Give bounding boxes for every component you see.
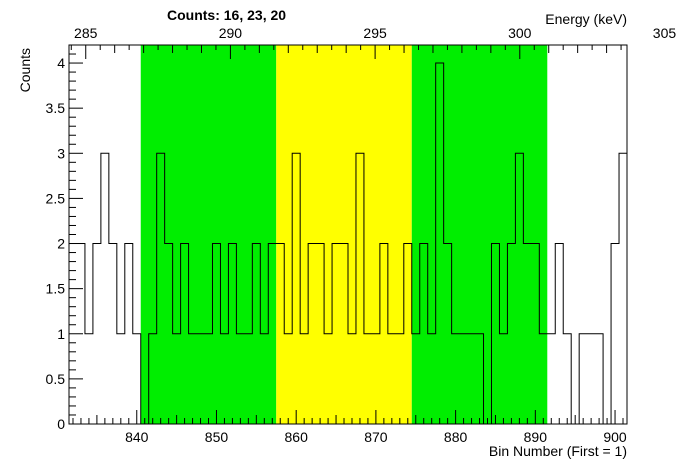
histogram-line bbox=[68, 62, 628, 425]
x-tick-label: 880 bbox=[444, 429, 468, 445]
y-tick-label: 3.5 bbox=[46, 100, 66, 116]
counts-title: Counts: 16, 23, 20 bbox=[167, 7, 286, 23]
highlight-regions bbox=[140, 45, 548, 424]
energy-tick-label: 295 bbox=[363, 25, 387, 41]
y-tick-label: 3 bbox=[57, 145, 65, 161]
y-tick-label: 4 bbox=[57, 55, 65, 71]
energy-tick-label: 305 bbox=[653, 25, 677, 41]
y-tick-label: 0 bbox=[57, 416, 65, 432]
energy-tick-label: 290 bbox=[219, 25, 243, 41]
energy-tick-label: 285 bbox=[74, 25, 98, 41]
axis-ticks bbox=[69, 44, 624, 425]
axis-labels: 840 850 860 870 880 890 900 0 0.5 1 1.5 2 2.5 3 3.5 4 28… bbox=[46, 25, 677, 445]
y-tick-label: 1 bbox=[57, 326, 65, 342]
x-tick-label: 840 bbox=[125, 429, 149, 445]
x-tick-label: 890 bbox=[524, 429, 548, 445]
x-tick-label: 870 bbox=[364, 429, 388, 445]
x-tick-label: 900 bbox=[603, 429, 627, 445]
energy-tick-label: 300 bbox=[508, 25, 532, 41]
y-axis-title: Counts bbox=[17, 48, 33, 92]
region-peak bbox=[276, 45, 412, 424]
x-axis-title: Bin Number (First = 1) bbox=[489, 443, 627, 459]
plot-frame bbox=[68, 44, 628, 425]
region-right-background bbox=[411, 45, 548, 424]
energy-axis-title: Energy (keV) bbox=[545, 11, 627, 27]
y-tick-label: 0.5 bbox=[46, 371, 66, 387]
y-tick-label: 1.5 bbox=[46, 281, 66, 297]
region-left-background bbox=[140, 45, 277, 424]
x-tick-label: 850 bbox=[205, 429, 229, 445]
y-tick-label: 2.5 bbox=[46, 190, 66, 206]
y-tick-label: 2 bbox=[57, 236, 65, 252]
x-tick-label: 860 bbox=[285, 429, 309, 445]
